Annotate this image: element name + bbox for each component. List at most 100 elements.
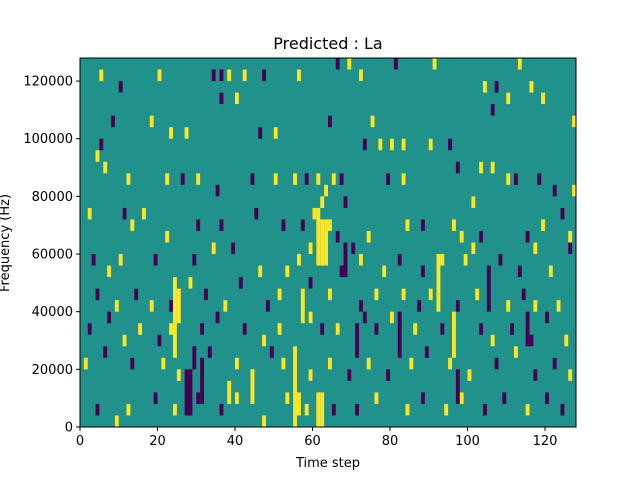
heatmap-cell	[343, 196, 348, 208]
heatmap-cell	[556, 300, 561, 312]
y-tick-label: 60000	[32, 248, 73, 263]
heatmap-cell	[87, 207, 92, 220]
heatmap-cell	[250, 173, 255, 185]
heatmap-cell-run	[355, 323, 360, 358]
heatmap-cell	[467, 369, 472, 381]
heatmap-cell	[432, 58, 437, 70]
heatmap-cell	[382, 265, 387, 278]
heatmap-cell-run	[192, 346, 197, 370]
heatmap-cell	[95, 288, 100, 301]
heatmap-cell	[417, 300, 422, 312]
heatmap-cells	[83, 58, 577, 427]
heatmap-cell	[448, 357, 453, 370]
heatmap-cell	[552, 184, 557, 197]
heatmap-cell	[529, 334, 534, 347]
heatmap-cell	[560, 207, 565, 220]
heatmap-cell	[324, 184, 329, 197]
heatmap-cell	[165, 230, 170, 243]
heatmap-cell	[99, 69, 104, 82]
heatmap-cell	[490, 334, 495, 347]
heatmap-cell	[285, 392, 290, 404]
heatmap-cell	[483, 81, 487, 93]
heatmap-cell	[95, 403, 100, 416]
heatmap-cell	[347, 58, 352, 70]
plot-frame	[79, 57, 577, 428]
x-tick-label: 40	[227, 434, 244, 449]
heatmap-cell-run	[293, 346, 298, 427]
heatmap-cell	[409, 357, 414, 370]
heatmap-cell	[235, 92, 239, 105]
heatmap-cell	[300, 219, 305, 231]
heatmap-cell-run	[455, 369, 460, 404]
heatmap-cell	[107, 311, 112, 324]
heatmap-cell	[161, 357, 166, 370]
heatmap-cell-run	[173, 277, 177, 358]
heatmap-cell	[235, 357, 239, 370]
heatmap-cell	[157, 334, 162, 347]
heatmap-cell	[142, 207, 146, 220]
heatmap-cell	[308, 311, 313, 324]
heatmap-cell	[498, 254, 503, 266]
heatmap-cell	[471, 242, 476, 255]
heatmap-cell	[235, 392, 239, 404]
heatmap-cell	[122, 207, 127, 220]
heatmap-cell	[355, 403, 360, 416]
heatmap-cell	[273, 127, 278, 139]
heatmap-cell	[401, 173, 406, 185]
heatmap-cell	[459, 392, 464, 404]
heatmap-cell	[169, 300, 174, 312]
heatmap-cell-run	[436, 254, 441, 312]
heatmap-cell	[393, 58, 398, 70]
heatmap-cell	[560, 403, 565, 416]
heatmap-cell	[320, 196, 325, 208]
heatmap-cell	[308, 277, 313, 289]
y-axis-title: Frequency (Hz)	[0, 194, 13, 292]
heatmap-cell	[173, 403, 177, 416]
heatmap-cell-run	[525, 311, 530, 347]
heatmap-cell	[165, 173, 170, 185]
heatmap-cell	[114, 300, 119, 312]
heatmap-cell	[204, 288, 208, 301]
heatmap-cell	[479, 230, 484, 243]
heatmap-cell	[320, 323, 325, 335]
y-axis: 0 20000 40000 60000 80000 100000 120000	[23, 75, 80, 436]
heatmap-cell	[405, 219, 410, 231]
heatmap-cell	[490, 104, 495, 116]
heatmap-cell	[122, 334, 127, 347]
heatmap-cell-run	[300, 288, 305, 324]
heatmap-cell	[335, 58, 340, 70]
heatmap-cell	[374, 288, 379, 301]
heatmap-cell	[196, 219, 201, 231]
heatmap-cell	[421, 265, 425, 278]
heatmap-cell	[211, 242, 216, 255]
x-tick-label: 100	[455, 434, 480, 449]
heatmap-cell	[149, 300, 154, 312]
heatmap-cell	[192, 254, 197, 266]
heatmap-cell	[564, 334, 569, 347]
y-tick-label: 20000	[32, 363, 73, 378]
heatmap-cell	[196, 392, 201, 404]
y-tick-label: 80000	[32, 190, 73, 205]
heatmap-cell	[455, 161, 460, 174]
heatmap-cell	[494, 357, 499, 370]
heatmap-cell	[490, 161, 495, 174]
heatmap-cell	[537, 173, 542, 185]
heatmap-cell	[413, 323, 418, 335]
heatmap-cell	[483, 403, 487, 416]
heatmap-cell	[95, 150, 100, 162]
heatmap-cell	[262, 334, 267, 347]
heatmap-cell	[390, 311, 394, 324]
heatmap-cell	[440, 254, 445, 266]
y-tick-label: 0	[65, 421, 73, 436]
heatmap-cell	[126, 173, 131, 185]
heatmap-cell	[331, 403, 336, 416]
heatmap-cell	[308, 242, 313, 255]
heatmap-cell	[103, 346, 108, 358]
heatmap-cell	[316, 173, 321, 185]
heatmap-cell	[242, 69, 247, 82]
heatmap-cell	[545, 311, 549, 324]
chart-title: Predicted : La	[273, 34, 382, 53]
heatmap-cell	[176, 369, 181, 381]
heatmap-cell	[517, 58, 522, 70]
heatmap-cell	[339, 265, 344, 278]
